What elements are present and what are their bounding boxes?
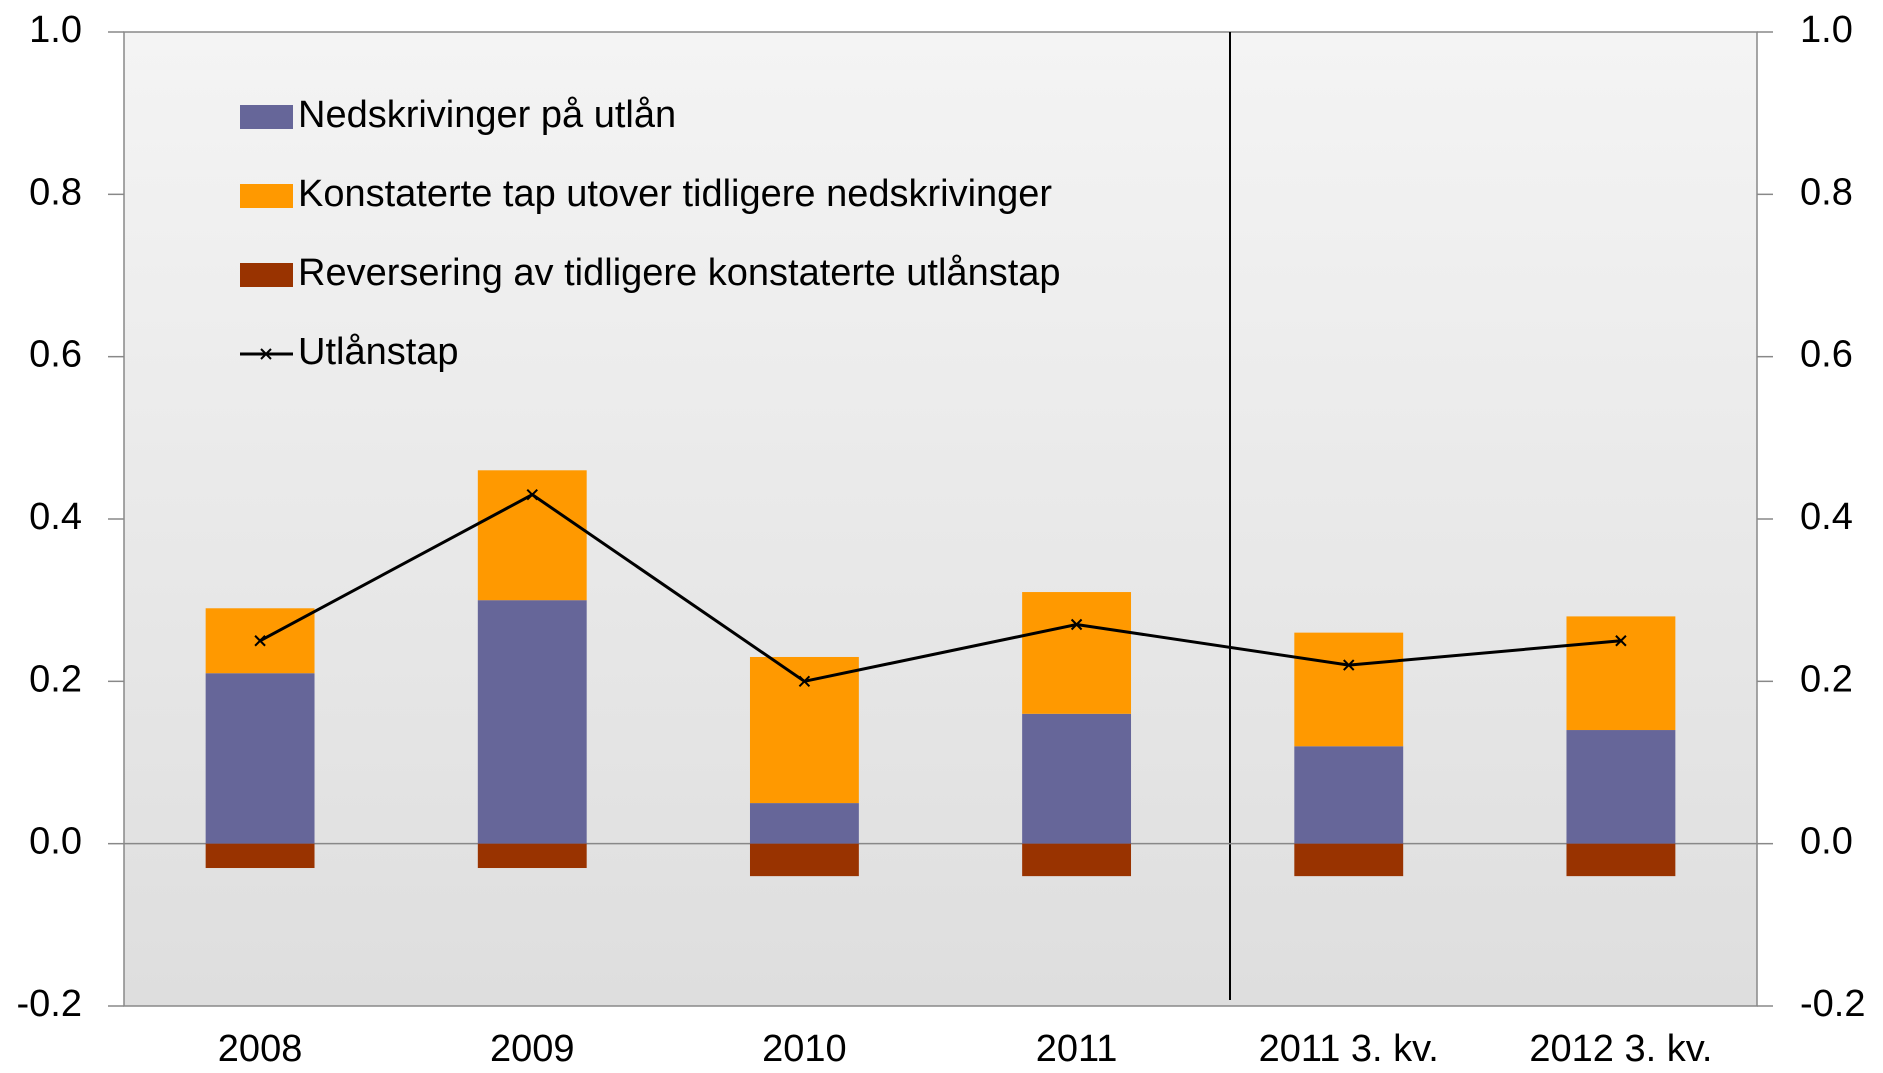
line-marker bbox=[1615, 635, 1627, 647]
bar bbox=[1022, 843, 1132, 877]
bar bbox=[1294, 746, 1404, 844]
line-marker bbox=[254, 635, 266, 647]
x-tick-label: 2012 3. kv. bbox=[1529, 1028, 1712, 1070]
x-tick-label: 2008 bbox=[218, 1028, 303, 1070]
bar bbox=[749, 803, 859, 844]
line-marker bbox=[526, 488, 538, 501]
legend-label: Utlånstap bbox=[298, 331, 459, 373]
y-tick-label: 1.0 bbox=[29, 9, 82, 51]
x-tick-label: 2011 bbox=[1036, 1028, 1118, 1070]
y-tick-label: 0.4 bbox=[29, 496, 82, 538]
bar bbox=[1294, 632, 1404, 747]
line-marker bbox=[1343, 659, 1355, 671]
bar bbox=[1566, 616, 1676, 731]
y-tick-label: 0.2 bbox=[29, 658, 82, 700]
y2-tick-label: 0.8 bbox=[1800, 171, 1853, 213]
legend-label: Nedskrivinger på utlån bbox=[298, 94, 676, 136]
bar bbox=[477, 470, 587, 601]
bar bbox=[1022, 592, 1132, 714]
x-tick-label: 2009 bbox=[490, 1028, 575, 1070]
y2-tick-label: 1.0 bbox=[1800, 9, 1853, 51]
x-tick-label: 2011 3. kv. bbox=[1259, 1028, 1439, 1070]
y-tick-label: 0.8 bbox=[29, 171, 82, 213]
y2-tick-label: 0.2 bbox=[1800, 658, 1853, 700]
bar bbox=[477, 843, 587, 869]
bar bbox=[477, 600, 587, 844]
bar bbox=[1294, 843, 1404, 877]
y2-tick-label: -0.2 bbox=[1800, 983, 1865, 1025]
legend-marker bbox=[260, 348, 272, 360]
y-tick-label: 0.0 bbox=[29, 821, 82, 863]
bar bbox=[1566, 843, 1676, 877]
legend-swatch bbox=[240, 263, 293, 287]
legend-swatch bbox=[240, 184, 293, 208]
y2-tick-label: 0.4 bbox=[1800, 496, 1853, 538]
bar bbox=[749, 843, 859, 877]
legend-label: Konstaterte tap utover tidligere nedskri… bbox=[298, 173, 1052, 215]
x-tick-label: 2010 bbox=[762, 1028, 847, 1070]
bar bbox=[1022, 713, 1132, 844]
y2-tick-label: 0.0 bbox=[1800, 821, 1853, 863]
line-marker bbox=[798, 675, 811, 688]
y-tick-label: 0.6 bbox=[29, 334, 82, 376]
bar bbox=[205, 673, 315, 844]
y2-tick-label: 0.6 bbox=[1800, 334, 1853, 376]
bar bbox=[205, 843, 315, 869]
line bbox=[259, 492, 1622, 683]
y-tick-label: -0.2 bbox=[17, 983, 82, 1025]
legend-label: Reversering av tidligere konstaterte utl… bbox=[298, 252, 1061, 294]
bar bbox=[749, 656, 859, 804]
legend-swatch bbox=[240, 105, 293, 129]
line-marker bbox=[1070, 618, 1083, 631]
bar bbox=[1566, 730, 1676, 844]
